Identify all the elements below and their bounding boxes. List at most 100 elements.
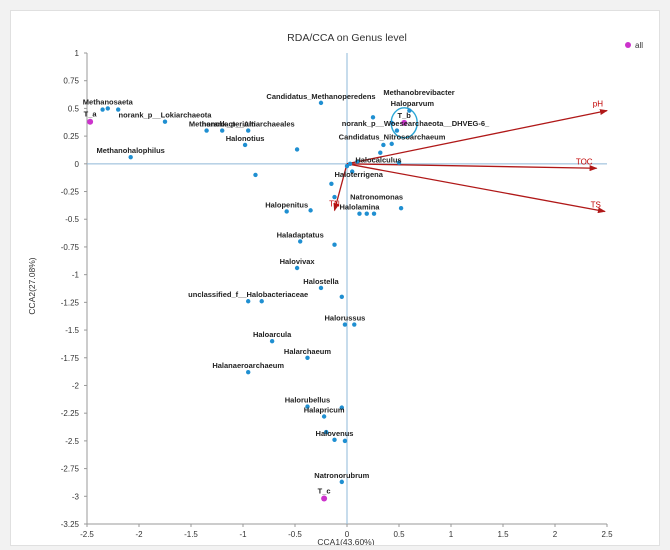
sample-label: T_c (318, 487, 331, 496)
species-point (242, 142, 248, 148)
species-point (364, 211, 369, 216)
sample-label: T_b (398, 111, 412, 120)
y-tick-label: -3.25 (61, 520, 80, 529)
chart-title: RDA/CCA on Genus level (287, 32, 407, 44)
species-point (318, 285, 324, 291)
vector-arrow (346, 163, 606, 214)
species-point (100, 107, 105, 112)
species-point (128, 154, 133, 160)
y-tick-label: -1.5 (65, 326, 79, 335)
species-point (259, 299, 264, 304)
species-point (332, 242, 337, 247)
species-point (342, 438, 348, 444)
species-point (396, 160, 402, 165)
species-label: Methanobacterium (189, 120, 256, 129)
y-tick-label: -2.75 (61, 465, 80, 474)
y-tick-label: -3 (72, 492, 80, 501)
species-point (329, 181, 334, 186)
species-point (162, 119, 168, 124)
species-point (105, 106, 111, 111)
y-axis-label: CCA2(27.08%) (27, 257, 37, 314)
y-tick-label: 0.5 (68, 104, 80, 113)
species-label: Natronomonas (350, 192, 403, 201)
y-tick-label: 1 (75, 49, 80, 58)
x-tick-label: 2.5 (601, 530, 613, 539)
vector-arrow (346, 163, 598, 172)
y-tick-label: 0.25 (63, 132, 79, 141)
x-tick-label: 2 (553, 530, 558, 539)
species-label: Natronorubrum (314, 471, 369, 480)
sample-point (87, 118, 94, 125)
species-point (246, 299, 251, 304)
species-point (344, 163, 350, 169)
y-tick-label: -0.75 (61, 243, 80, 252)
vector-arrow (333, 163, 348, 212)
x-tick-label: -0.5 (288, 530, 302, 539)
species-label: Halonotius (226, 134, 265, 143)
y-tick-label: 0.75 (63, 77, 79, 86)
legend-label: all (635, 41, 643, 50)
species-label: Methanosaeta (83, 97, 134, 106)
species-point (347, 161, 353, 167)
vector-label: TN (329, 199, 340, 208)
species-label: Haloparvum (391, 99, 435, 108)
species-point (350, 169, 355, 174)
chart-panel: RDA/CCA on Genus level 1 0.75 0.5 0.25 0 -0.2… (11, 11, 659, 547)
species-point (355, 159, 360, 164)
vector-label: TS (591, 200, 601, 209)
species-label: Halapricum (304, 406, 345, 415)
sample-point (321, 495, 328, 502)
species-label: Halovivax (280, 257, 316, 266)
vector-label: pH (593, 100, 603, 109)
species-point (389, 141, 394, 147)
species-point (339, 405, 344, 410)
species-label: norank_p__Altiarchaeales (202, 120, 295, 129)
species-point (378, 150, 383, 155)
species-label: Haloarcula (253, 330, 292, 339)
species-point (318, 100, 324, 106)
species-label: Halolamina (339, 203, 380, 212)
species-point (370, 115, 376, 120)
species-point (381, 142, 386, 148)
y-tick-label: -2 (72, 381, 80, 390)
species-point (332, 437, 337, 442)
x-axis-label: CCA1(43.60%) (317, 537, 374, 545)
species-label: Halarchaeum (284, 347, 331, 356)
species-point (246, 128, 251, 133)
species-label: Halorubellus (285, 396, 330, 405)
species-point (357, 211, 362, 216)
sample-label: T_a (84, 110, 98, 119)
species-label: Halorussus (324, 314, 365, 323)
vector-arrow (346, 109, 608, 165)
species-label: unclassified_f__Halobacteriaceae (188, 290, 308, 299)
x-tick-label: 0.5 (393, 530, 405, 539)
species-point (246, 369, 251, 375)
y-tick-label: -1 (72, 271, 80, 280)
rda-cca-chart: RDA/CCA on Genus level 1 0.75 0.5 0.25 0 -0.2… (27, 32, 643, 547)
y-tick-label: 0 (75, 160, 80, 169)
species-point (332, 194, 337, 200)
species-point (298, 239, 303, 244)
species-point (269, 338, 275, 344)
x-tick-label: -2 (135, 530, 143, 539)
species-label: Haloterrigena (335, 170, 384, 179)
x-tick-label: 1.5 (497, 530, 509, 539)
species-point (352, 322, 357, 327)
y-tick-label: -1.75 (61, 354, 80, 363)
species-point (389, 120, 394, 126)
y-tick-label: -2.5 (65, 437, 79, 446)
species-point (294, 265, 300, 271)
species-label: Halanaeroarchaeum (212, 361, 284, 370)
legend-marker (625, 42, 631, 48)
species-point (321, 414, 327, 419)
species-label: Candidatus_Methanoperedens (266, 92, 375, 101)
species-point (116, 107, 121, 112)
species-point (204, 128, 209, 133)
species-point (371, 211, 377, 216)
species-label: Halovenus (316, 429, 354, 438)
species-label: Haladaptatus (277, 230, 324, 239)
species-label: norank_p__Woesearchaeota__DHVEG-6_ (342, 119, 490, 128)
x-tick-label: -1.5 (184, 530, 198, 539)
species-point (294, 147, 300, 152)
species-point (339, 479, 344, 485)
